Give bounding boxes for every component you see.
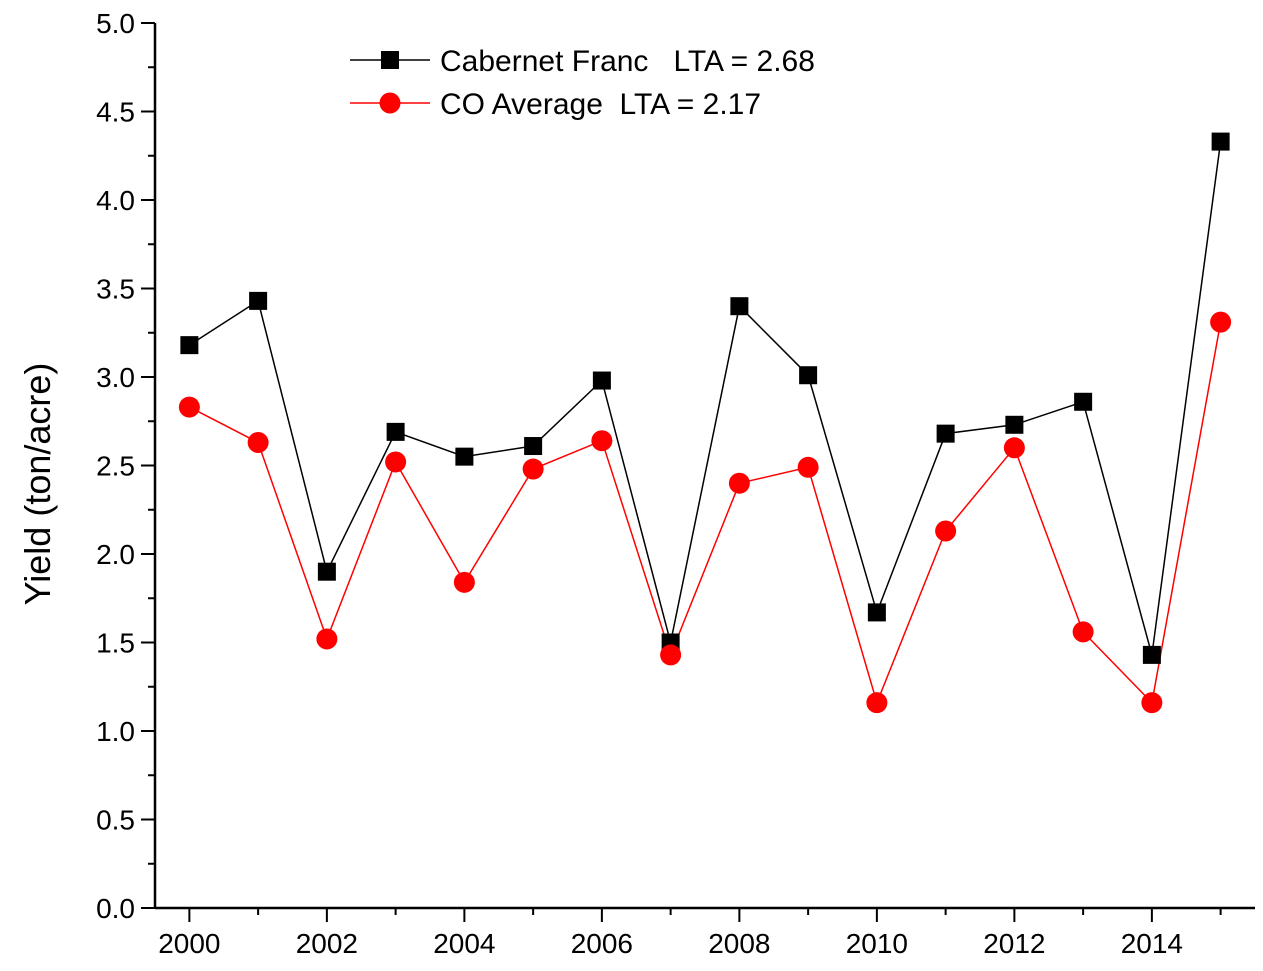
data-point-circle — [247, 431, 269, 453]
y-tick-label: 0.5 — [96, 805, 135, 836]
data-point-square — [524, 437, 543, 456]
legend-circle-marker — [379, 92, 401, 114]
series-line-2 — [189, 321, 1222, 705]
y-tick-label: 4.5 — [96, 97, 135, 128]
data-point-square — [386, 422, 405, 441]
data-point-circle — [1210, 311, 1232, 333]
data-point-circle — [522, 458, 544, 480]
data-point-square — [1142, 645, 1161, 664]
legend-square-marker — [381, 51, 399, 69]
data-point-square — [1074, 392, 1093, 411]
data-point-circle — [591, 430, 613, 452]
y-tick-label: 1.5 — [96, 628, 135, 659]
legend: Cabernet Franc LTA = 2.68 CO Average LTA … — [350, 45, 815, 121]
data-point-square — [249, 291, 268, 310]
x-tick-label: 2014 — [1121, 928, 1183, 959]
data-point-circle — [316, 628, 338, 650]
data-point-square — [1005, 415, 1024, 434]
data-point-circle — [1003, 437, 1025, 459]
data-point-circle — [660, 644, 682, 666]
series-line-1 — [188, 141, 1222, 656]
y-axis-title: Yield (ton/acre) — [17, 363, 58, 606]
data-point-circle — [797, 456, 819, 478]
y-tick-label: 5.0 — [96, 8, 135, 39]
data-point-circle — [453, 571, 475, 593]
x-tick-label: 2000 — [158, 928, 220, 959]
legend-label: Cabernet Franc LTA = 2.68 — [440, 45, 815, 78]
y-tick-label: 3.0 — [96, 362, 135, 393]
x-tick-label: 2002 — [296, 928, 358, 959]
y-tick-label: 3.5 — [96, 274, 135, 305]
y-tick-label: 2.0 — [96, 539, 135, 570]
data-point-square — [1211, 132, 1230, 151]
data-point-square — [867, 603, 886, 622]
y-tick-label: 1.0 — [96, 716, 135, 747]
data-point-square — [592, 371, 611, 390]
x-tick-label: 2012 — [983, 928, 1045, 959]
data-point-circle — [1072, 621, 1094, 643]
ticks: 0.0 0.5 1.0 1.5 2.0 2.5 3.0 3.5 4.0 4.5 5.0 2000 200… — [96, 8, 1222, 959]
data-point-circle — [385, 451, 407, 473]
data-point-square — [730, 297, 749, 316]
data-point-circle — [866, 692, 888, 714]
data-point-square — [317, 562, 336, 581]
data-point-circle — [728, 472, 750, 494]
y-tick-label: 4.0 — [96, 185, 135, 216]
data-point-circle — [1141, 692, 1163, 714]
data-point-square — [799, 366, 818, 385]
data-point-square — [455, 447, 474, 466]
x-tick-label: 2006 — [571, 928, 633, 959]
data-point-square — [180, 336, 199, 355]
data-point-circle — [178, 396, 200, 418]
x-tick-label: 2008 — [708, 928, 770, 959]
data-point-square — [936, 424, 955, 443]
legend-label: CO Average LTA = 2.17 — [440, 88, 761, 121]
y-tick-label: 2.5 — [96, 451, 135, 482]
data-point-circle — [935, 520, 957, 542]
axes — [153, 23, 1255, 910]
series-layer — [178, 132, 1232, 714]
x-tick-label: 2004 — [433, 928, 495, 959]
y-tick-label: 0.0 — [96, 893, 135, 924]
x-tick-label: 2010 — [846, 928, 908, 959]
